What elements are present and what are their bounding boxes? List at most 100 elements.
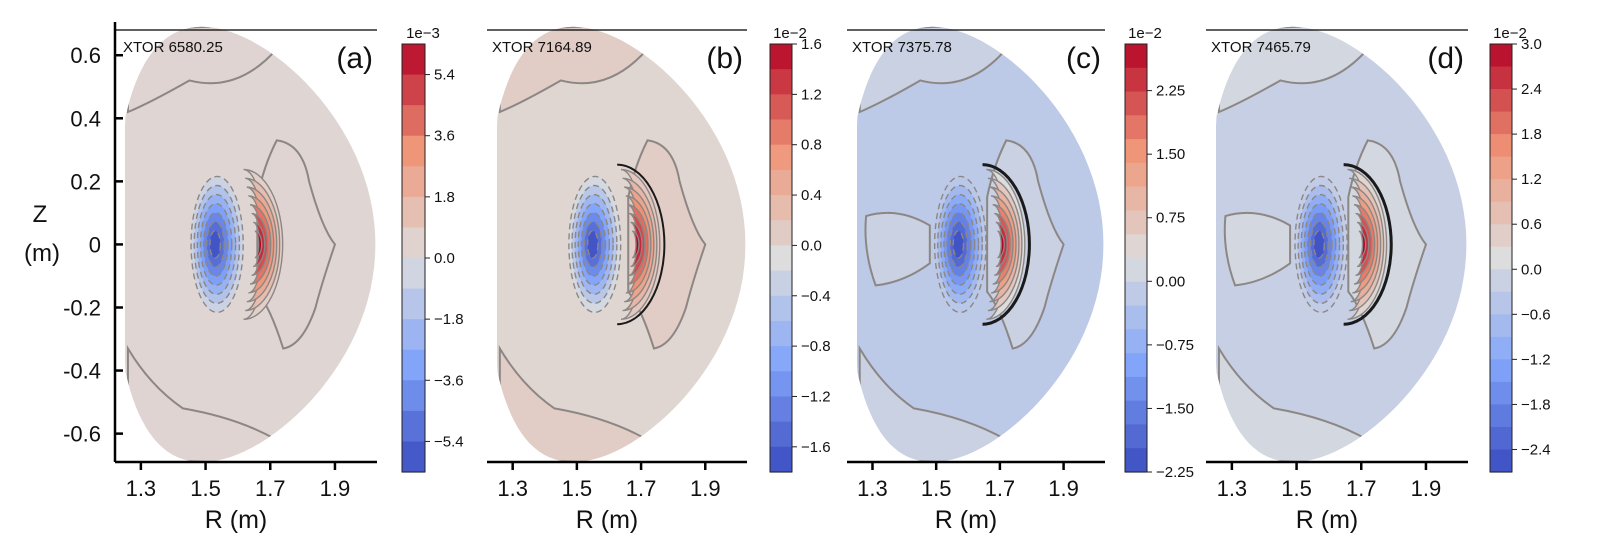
colorbar-tick-label: 1.2: [1521, 171, 1542, 188]
panel-b: 1.3 1.5 1.7 1.9 R (m) XTOR 7164.89 (b) 1.6 1.2 0.…: [487, 25, 831, 534]
panel-label: (a): [336, 42, 373, 75]
colorbar-level: [1490, 359, 1512, 383]
x-tick-label: 1.9: [1048, 476, 1079, 501]
top-lobe: [498, 26, 656, 114]
colorbar: 3.0 2.4 1.8 1.2 0.6 0.0 −0.6 −1.2 −1.8 −2.4 1e−2: [1489, 25, 1551, 473]
panel-c: 1.3 1.5 1.7 1.9 R (m) XTOR 7375.78 (c) 2.25 1.50…: [847, 25, 1194, 534]
colorbar-level: [770, 245, 792, 272]
colorbar-level: [770, 371, 792, 398]
colorbar-level: [1490, 269, 1512, 293]
colorbar-tick-label: 1.50: [1156, 146, 1185, 163]
colorbar-tick-label: 0.75: [1156, 210, 1185, 227]
x-tick-label: 1.7: [255, 476, 286, 501]
colorbar-tick-label: −1.8: [434, 311, 464, 328]
colorbar-level: [402, 349, 425, 381]
colorbar-tick-label: −1.6: [801, 439, 831, 456]
x-tick-label: 1.7: [985, 476, 1016, 501]
colorbar-level: [1490, 224, 1512, 248]
colorbar-level: [1490, 314, 1512, 338]
run-label: XTOR 7164.89: [492, 39, 592, 56]
colorbar-frame: [1489, 43, 1513, 473]
colorbar-multiplier: 1e−3: [406, 25, 440, 42]
colorbar-tick-label: −1.2: [1521, 351, 1551, 368]
colorbar-level: [770, 69, 792, 95]
colorbar-level: [1490, 134, 1512, 158]
colorbar-level: [1125, 234, 1147, 259]
colorbar-tick-label: −0.8: [801, 338, 831, 355]
colorbar-level: [770, 396, 792, 423]
bottom-lobe: [498, 344, 656, 463]
colorbar-level: [402, 319, 425, 351]
negative-contour-level: [586, 230, 599, 259]
negative-contour-level: [209, 230, 222, 259]
colorbar-level: [1125, 305, 1147, 330]
colorbar-level: [1125, 210, 1147, 235]
y-tick-label: 0.2: [70, 169, 101, 194]
colorbar-level: [402, 135, 425, 167]
colorbar-level: [770, 421, 792, 448]
colorbar-level: [770, 44, 792, 70]
colorbar-tick-label: 0.4: [801, 187, 822, 204]
colorbar-level: [402, 380, 425, 412]
colorbar-level: [402, 166, 425, 198]
colorbar-tick-label: 1.6: [801, 36, 822, 53]
colorbar-tick-label: −0.6: [1521, 306, 1551, 323]
colorbar-tick-label: −3.6: [434, 372, 464, 389]
colorbar-tick-label: −1.8: [1521, 396, 1551, 413]
x-tick-label: 1.5: [1281, 476, 1312, 501]
colorbar-frame: [1124, 43, 1148, 473]
colorbar-tick-label: −0.75: [1156, 337, 1194, 354]
colorbar-tick-label: −2.25: [1156, 464, 1194, 481]
colorbar-tick-label: −0.4: [801, 288, 831, 305]
y-axis-unit-label: (m): [24, 240, 60, 267]
x-tick-label: 1.9: [1411, 476, 1442, 501]
colorbar-tick-label: 5.4: [434, 67, 455, 84]
colorbar-tick-label: 2.25: [1156, 83, 1185, 100]
colorbar-level: [402, 441, 425, 473]
left-contour-region: [864, 211, 931, 287]
colorbar-tick-label: −5.4: [434, 433, 464, 450]
bottom-lobe: [1217, 344, 1376, 463]
colorbar-tick-label: −2.4: [1521, 441, 1551, 458]
y-tick-label: 0.6: [70, 43, 101, 68]
colorbar-level: [1125, 329, 1147, 354]
x-axis-label: R (m): [205, 506, 267, 534]
negative-contour-level: [952, 230, 965, 259]
colorbar-tick-label: 1.8: [1521, 126, 1542, 143]
x-tick-label: 1.7: [626, 476, 657, 501]
top-lobe: [858, 26, 1014, 114]
colorbar-tick-label: 2.4: [1521, 81, 1542, 98]
colorbar-tick-label: 0.0: [1521, 261, 1542, 278]
y-tick-label: -0.2: [63, 295, 101, 320]
x-tick-label: 1.7: [1346, 476, 1377, 501]
colorbar-tick-label: 0.6: [1521, 216, 1542, 233]
colorbar-level: [402, 227, 425, 259]
colorbar-level: [402, 196, 425, 229]
x-tick-label: 1.5: [190, 476, 221, 501]
panel-label: (d): [1427, 42, 1464, 75]
colorbar-level: [1125, 376, 1147, 402]
y-tick-label: -0.6: [63, 422, 101, 447]
colorbar-level: [1125, 115, 1147, 140]
colorbar-tick-label: 0.0: [434, 250, 455, 267]
colorbar-tick-label: 0.8: [801, 137, 822, 154]
colorbar-level: [1490, 179, 1512, 203]
colorbar-level: [1490, 246, 1512, 270]
colorbar-level: [402, 74, 425, 106]
colorbar-level: [1125, 44, 1147, 69]
colorbar-level: [770, 119, 792, 146]
colorbar-level: [770, 270, 792, 297]
colorbar-level: [770, 446, 792, 473]
x-tick-label: 1.3: [126, 476, 157, 501]
y-tick-label: 0.4: [70, 106, 101, 131]
x-axis-label: R (m): [1296, 506, 1358, 534]
colorbar-tick-label: 1.8: [434, 189, 455, 206]
positive-contour-level: [254, 230, 263, 259]
bottom-lobe: [858, 344, 1014, 463]
run-label: XTOR 6580.25: [123, 39, 223, 56]
plasma-region: [497, 26, 746, 463]
panel-label: (c): [1066, 42, 1101, 75]
x-axis-label: R (m): [576, 506, 638, 534]
colorbar-level: [770, 195, 792, 221]
